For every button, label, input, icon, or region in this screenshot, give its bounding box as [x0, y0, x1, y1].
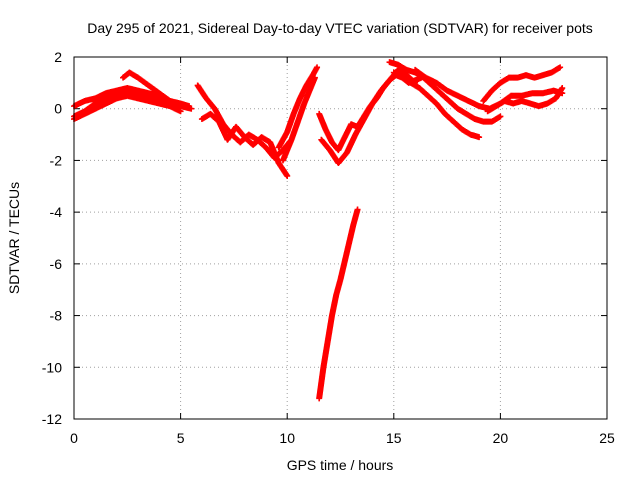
grid: [74, 57, 607, 419]
series-track-p: [316, 206, 361, 402]
data-point: [177, 108, 184, 115]
series-track-d: [120, 69, 184, 110]
data-point: [559, 85, 566, 92]
data-point: [476, 134, 483, 141]
series-track-l: [390, 69, 483, 141]
x-tick-label: 0: [70, 430, 78, 446]
series-track-n: [480, 64, 564, 104]
data-point: [354, 206, 361, 213]
series-track-f: [198, 110, 291, 179]
data-point: [284, 172, 291, 179]
data-point: [311, 74, 318, 81]
data-point: [557, 64, 564, 71]
y-tick-label: -10: [42, 359, 62, 375]
data-point: [314, 64, 321, 71]
x-tick-label: 10: [279, 430, 295, 446]
series-track-o: [484, 85, 566, 115]
axis-ticks: 0 5 10 15 20 25 -12 -10 -8 -6 -4 -2 0 2: [42, 49, 615, 446]
data-points: [71, 59, 566, 402]
series-track-h: [279, 74, 318, 164]
x-tick-label: 25: [599, 430, 615, 446]
x-tick-label: 15: [386, 430, 402, 446]
series-track-j: [318, 66, 419, 167]
y-axis-label: SDTVAR / TECUs: [6, 182, 22, 294]
series-track-k: [386, 59, 504, 125]
series-track-c: [71, 92, 184, 123]
y-tick-label: 0: [54, 101, 62, 117]
chart-title: Day 295 of 2021, Sidereal Day-to-day VTE…: [87, 20, 593, 36]
series-track-g: [275, 64, 321, 151]
y-tick-label: -4: [50, 204, 63, 220]
x-axis-label: GPS time / hours: [287, 457, 394, 473]
y-tick-label: -6: [50, 256, 63, 272]
plot-frame: [73, 56, 608, 420]
x-tick-label: 20: [493, 430, 509, 446]
data-point: [177, 103, 184, 110]
data-point: [186, 103, 193, 110]
y-tick-label: -8: [50, 308, 63, 324]
y-tick-label: -12: [42, 411, 62, 427]
x-tick-label: 5: [177, 430, 185, 446]
y-tick-label: 2: [54, 49, 62, 65]
data-point: [497, 113, 504, 120]
y-tick-label: -2: [50, 152, 63, 168]
